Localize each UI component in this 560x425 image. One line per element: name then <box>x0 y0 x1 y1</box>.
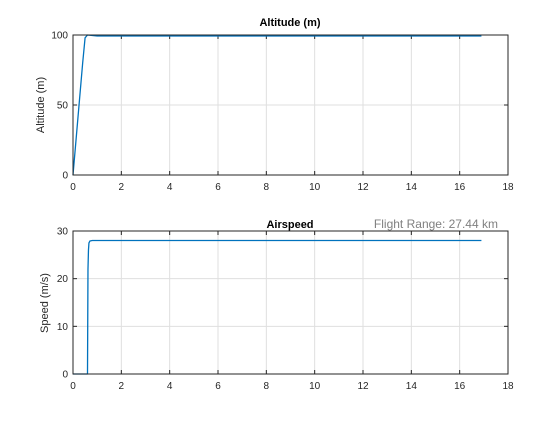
altitude-x-tick-label: 6 <box>215 182 221 193</box>
altitude-x-tick-label: 16 <box>454 182 466 193</box>
airspeed-x-tick-label: 2 <box>119 381 125 392</box>
airspeed-ylabel: Speed (m/s) <box>39 273 51 333</box>
airspeed-x-tick-label: 12 <box>357 381 369 392</box>
altitude-x-tick-label: 4 <box>167 182 173 193</box>
altitude-x-tick-label: 12 <box>357 182 369 193</box>
altitude-axes-frame <box>72 34 509 176</box>
altitude-x-tick-label: 10 <box>309 182 321 193</box>
airspeed-y-tick-label: 20 <box>57 274 69 285</box>
altitude-x-tick-label: 14 <box>406 182 418 193</box>
airspeed-title: Airspeed <box>266 219 313 231</box>
altitude-y-tick-label: 0 <box>62 171 68 182</box>
airspeed-x-tick-label: 6 <box>215 381 221 392</box>
airspeed-x-tick-label: 10 <box>309 381 321 392</box>
altitude-axes: Altitude (m) Altitude (m) 0 2 4 6 8 10 12 14 16 1… <box>35 17 514 193</box>
altitude-x-tick-label: 18 <box>502 182 514 193</box>
airspeed-x-tick-label: 0 <box>70 381 76 392</box>
altitude-x-tick-label: 8 <box>264 182 270 193</box>
altitude-y-tick-label: 50 <box>57 101 69 112</box>
airspeed-x-tick-label: 8 <box>264 381 270 392</box>
airspeed-y-tick-label: 10 <box>57 322 69 333</box>
altitude-ylabel: Altitude (m) <box>35 77 47 133</box>
airspeed-y-tick-label: 0 <box>62 370 68 381</box>
altitude-title: Altitude (m) <box>259 17 320 29</box>
airspeed-x-tick-label: 16 <box>454 381 466 392</box>
altitude-x-tick-label: 0 <box>70 182 76 193</box>
airspeed-axes: Airspeed Flight Range: 27.44 km Speed (m… <box>39 217 514 392</box>
flight-range-annotation: Flight Range: 27.44 km <box>374 217 498 231</box>
airspeed-series-line <box>73 239 482 375</box>
airspeed-x-tick-label: 18 <box>502 381 514 392</box>
airspeed-axes-frame <box>72 230 509 375</box>
altitude-x-tick-label: 2 <box>119 182 125 193</box>
altitude-y-tick-label: 100 <box>51 31 68 42</box>
airspeed-x-tick-label: 4 <box>167 381 173 392</box>
airspeed-x-tick-label: 14 <box>406 381 418 392</box>
airspeed-plot-area <box>73 231 508 374</box>
airspeed-y-tick-label: 30 <box>57 227 69 238</box>
altitude-series-line <box>72 34 482 176</box>
